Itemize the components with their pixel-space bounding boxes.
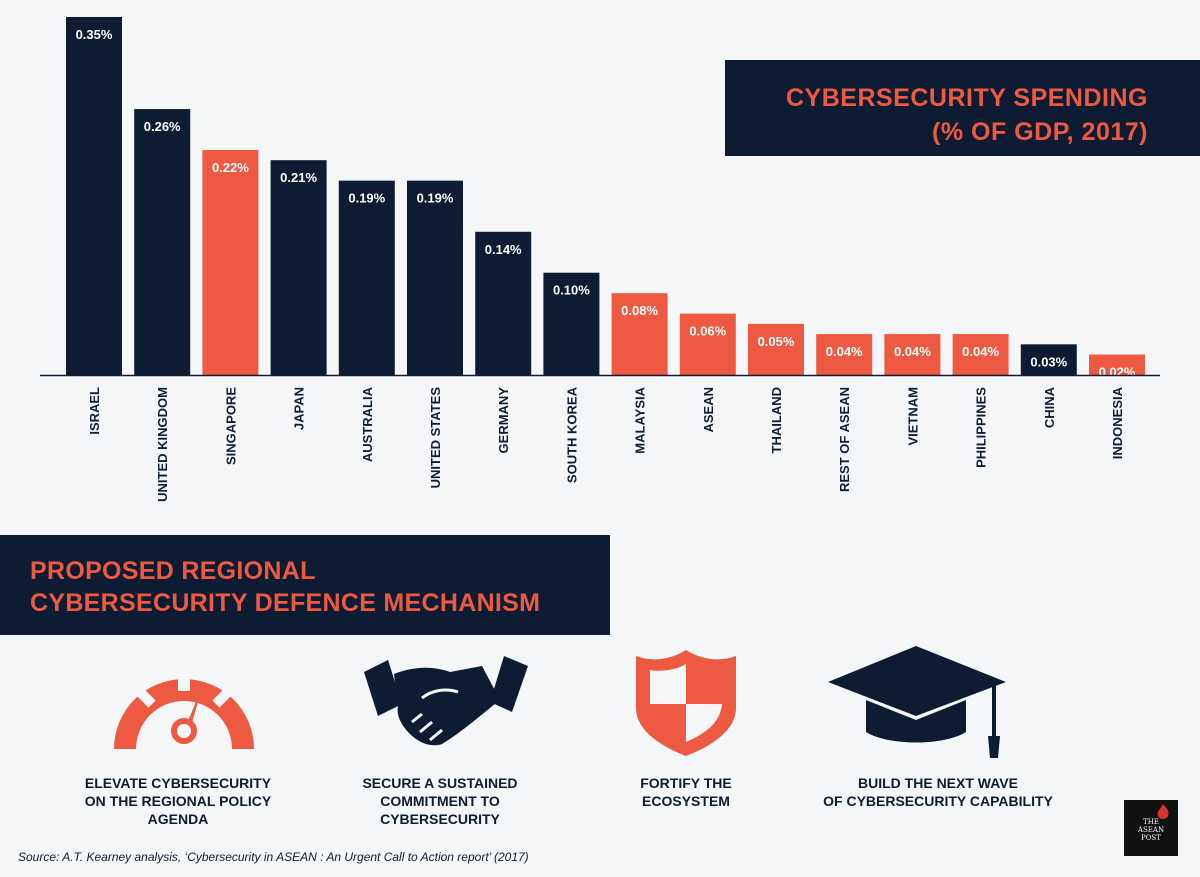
bar-philippines — [952, 334, 1009, 375]
category-label: SINGAPORE — [223, 387, 238, 465]
chart-title-line2: (% OF GDP, 2017) — [932, 118, 1148, 146]
logo-line: POST — [1141, 834, 1161, 842]
bar-australia — [338, 180, 395, 375]
category-label: MALAYSIA — [633, 386, 648, 453]
bar-japan — [270, 160, 327, 375]
bar-thailand — [748, 323, 804, 375]
mechanism-title-line1: PROPOSED REGIONAL — [30, 557, 316, 585]
shield-icon — [636, 650, 736, 756]
caption-line: CYBERSECURITY — [380, 811, 500, 827]
caption-line: COMMITMENT TO — [380, 793, 500, 809]
bar-israel — [66, 17, 122, 375]
category-label: UNITED KINGDOM — [155, 387, 170, 502]
category-label: ISRAEL — [87, 387, 102, 435]
mechanism-item-capability: BUILD THE NEXT WAVE OF CYBERSECURITY CAP… — [806, 774, 1070, 810]
bar-chart: 0.35% ISRAEL 0.26% UNITED KINGDOM 0.22% SINGA… — [40, 17, 1160, 502]
logo-line: ASEAN — [1137, 826, 1165, 834]
speedometer-icon — [114, 669, 254, 749]
handshake-icon — [364, 656, 528, 746]
data-label: 0.04% — [826, 344, 863, 359]
mechanism-title: PROPOSED REGIONAL CYBERSECURITY DEFENCE … — [0, 535, 610, 635]
bar-rest-of-asean — [816, 334, 873, 375]
mechanism-item-policy: ELEVATE CYBERSECURITY ON THE REGIONAL PO… — [78, 774, 278, 828]
data-label: 0.02% — [1099, 365, 1136, 380]
caption-line: SECURE A SUSTAINED — [362, 775, 518, 791]
data-label: 0.10% — [553, 283, 590, 298]
bar-vietnam — [884, 334, 941, 375]
source-note: Source: A.T. Kearney analysis, ‘Cybersec… — [18, 850, 529, 864]
data-label: 0.19% — [348, 191, 385, 206]
bar-singapore — [202, 149, 259, 375]
bar-asean — [679, 313, 736, 375]
data-label: 0.05% — [758, 334, 795, 349]
bar-south-korea — [543, 272, 600, 375]
category-label: REST OF ASEAN — [837, 387, 852, 492]
bar-malaysia — [611, 293, 668, 375]
bar-united-states — [407, 180, 463, 375]
caption-line: ELEVATE CYBERSECURITY — [84, 775, 272, 791]
graduation-cap-icon — [828, 646, 1006, 758]
logo-line: THE — [1143, 818, 1159, 826]
caption-line: ECOSYSTEM — [642, 793, 730, 809]
category-label: CHINA — [1042, 386, 1057, 428]
category-label: SOUTH KOREA — [564, 386, 579, 483]
caption-line: ON THE REGIONAL POLICY — [84, 793, 272, 809]
data-label: 0.08% — [621, 303, 658, 318]
data-label: 0.21% — [280, 170, 317, 185]
category-label: VIETNAM — [905, 387, 920, 446]
data-label: 0.06% — [689, 324, 726, 339]
data-label: 0.35% — [76, 27, 113, 42]
category-label: THAILAND — [769, 387, 784, 453]
flame-icon — [1157, 804, 1169, 819]
category-label: JAPAN — [292, 387, 307, 430]
bar-united-kingdom — [134, 109, 191, 376]
bar-indonesia — [1089, 354, 1145, 375]
data-label: 0.14% — [485, 242, 522, 257]
category-label: INDONESIA — [1110, 386, 1125, 459]
category-label: AUSTRALIA — [360, 386, 375, 462]
data-label: 0.26% — [144, 119, 181, 134]
mechanism-item-ecosystem: FORTIFY THE ECOSYSTEM — [606, 774, 766, 810]
caption-line: OF CYBERSECURITY CAPABILITY — [823, 793, 1053, 809]
bar-germany — [475, 231, 532, 375]
category-label: GERMANY — [496, 387, 511, 454]
caption-line: BUILD THE NEXT WAVE — [858, 775, 1018, 791]
category-label: ASEAN — [701, 387, 716, 433]
chart-title-line1: CYBERSECURITY SPENDING — [786, 84, 1148, 112]
category-label: PHILIPPINES — [974, 387, 989, 468]
bar-china — [1020, 344, 1077, 375]
category-label: UNITED STATES — [428, 387, 443, 489]
data-label: 0.19% — [417, 191, 454, 206]
caption-line: AGENDA — [147, 811, 209, 827]
mechanism-item-commitment: SECURE A SUSTAINED COMMITMENT TO CYBERSE… — [340, 774, 540, 828]
chart-title: CYBERSECURITY SPENDING (% OF GDP, 2017) — [725, 60, 1200, 156]
mechanism-title-line2: CYBERSECURITY DEFENCE MECHANISM — [30, 589, 541, 617]
data-label: 0.04% — [894, 344, 931, 359]
asean-post-logo: THE ASEAN POST — [1124, 800, 1178, 856]
data-label: 0.04% — [962, 344, 999, 359]
data-label: 0.22% — [212, 160, 249, 175]
caption-line: FORTIFY THE — [640, 775, 732, 791]
data-label: 0.03% — [1030, 354, 1067, 369]
